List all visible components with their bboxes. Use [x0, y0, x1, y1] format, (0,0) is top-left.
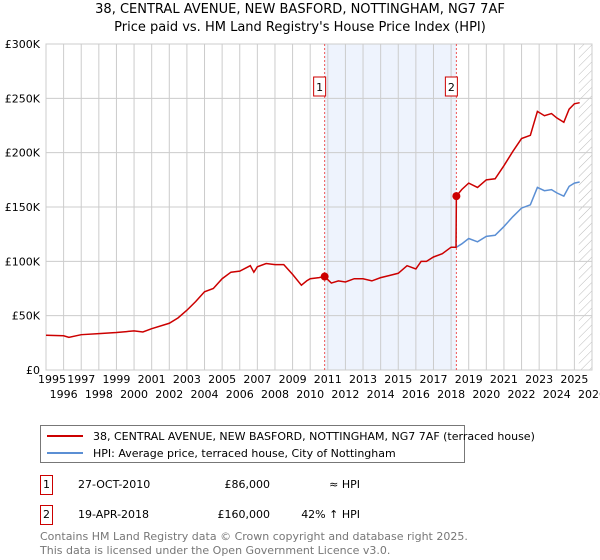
- sale-marker: 1: [40, 475, 53, 495]
- sale-point: [320, 272, 329, 281]
- x-tick-label: 2008: [261, 388, 289, 401]
- series-line-hpi: [455, 181, 580, 248]
- x-tick-label: 1999: [102, 373, 130, 386]
- x-tick-label: 2005: [208, 373, 236, 386]
- x-tick-label: 2023: [525, 373, 553, 386]
- x-tick-label: 2007: [243, 373, 271, 386]
- x-tick-label: 1997: [67, 373, 95, 386]
- sale-row-1: 1 27-OCT-2010 £86,000 ≈ HPI: [40, 475, 600, 495]
- x-tick-label: 2003: [173, 373, 201, 386]
- x-tick-label: 2026: [578, 388, 600, 401]
- legend-label-property: 38, CENTRAL AVENUE, NEW BASFORD, NOTTING…: [93, 429, 535, 443]
- plot-area: 1995 1996 1997 1998 1999 2000 2001 2002 2003 2004…: [5, 38, 600, 401]
- sale-hpi: ≈ HPI: [329, 478, 360, 491]
- x-tick-label: 2011: [314, 373, 342, 386]
- x-tick-label: 2019: [455, 373, 483, 386]
- sale-date: 19-APR-2018: [78, 508, 150, 521]
- sale-marker-box: [444, 76, 458, 97]
- sale-marker: 2: [40, 505, 53, 525]
- y-tick-label: £100K: [5, 255, 41, 268]
- x-tick-label: 2020: [472, 388, 500, 401]
- x-tick-label: 1998: [85, 388, 113, 401]
- x-tick-label: 2010: [296, 388, 324, 401]
- x-tick-label: 2021: [490, 373, 518, 386]
- x-tick-label: 2024: [543, 388, 571, 401]
- legend-swatch-hpi: [47, 452, 83, 454]
- sale-price: £160,000: [217, 508, 271, 521]
- y-tick-label: £200K: [5, 147, 41, 160]
- chart-title: 38, CENTRAL AVENUE, NEW BASFORD, NOTTING…: [95, 2, 505, 17]
- sale-hpi: 42% ↑ HPI: [301, 508, 360, 521]
- legend-label-hpi: HPI: Average price, terraced house, City…: [93, 446, 396, 460]
- x-tick-label: 2018: [437, 388, 465, 401]
- x-tick-label: 1996: [50, 388, 78, 401]
- x-tick-label: 2000: [120, 388, 148, 401]
- legend: 38, CENTRAL AVENUE, NEW BASFORD, NOTTING…: [40, 425, 535, 463]
- footer-copyright: Contains HM Land Registry data © Crown c…: [40, 530, 468, 543]
- sale-date: 27-OCT-2010: [78, 478, 151, 491]
- x-tick-label: 2006: [226, 388, 254, 401]
- x-tick-label: 1995: [38, 373, 66, 386]
- x-tick-label: 2016: [402, 388, 430, 401]
- sale-price: £86,000: [224, 478, 271, 491]
- sale-row-2: 2 19-APR-2018 £160,000 42% ↑ HPI: [40, 505, 600, 525]
- sale-marker-label: 1: [316, 81, 323, 94]
- x-tick-label: 2025: [560, 373, 588, 386]
- x-tick-label: 2015: [384, 373, 412, 386]
- x-tick-label: 2001: [138, 373, 166, 386]
- x-tick-label: 2017: [419, 373, 447, 386]
- chart-subtitle: Price paid vs. HM Land Registry's House …: [114, 20, 486, 35]
- y-tick-label: £0: [26, 364, 40, 377]
- sale-point: [452, 192, 461, 201]
- x-tick-label: 2012: [331, 388, 359, 401]
- y-tick-label: £250K: [5, 92, 41, 105]
- x-tick-label: 2009: [279, 373, 307, 386]
- x-tick-label: 2002: [155, 388, 183, 401]
- plot-border: [45, 43, 593, 371]
- x-tick-label: 2022: [508, 388, 536, 401]
- y-tick-label: £300K: [5, 38, 41, 51]
- x-tick-label: 2004: [191, 388, 219, 401]
- y-tick-label: £150K: [5, 201, 41, 214]
- footer-licence: This data is licensed under the Open Gov…: [40, 544, 391, 557]
- series-line-property: [45, 101, 580, 339]
- legend-swatch-property: [47, 435, 83, 437]
- sale-marker-label: 2: [448, 81, 455, 94]
- x-tick-label: 2013: [349, 373, 377, 386]
- y-tick-label: £50K: [12, 310, 41, 323]
- x-tick-label: 2014: [367, 388, 395, 401]
- sale-marker-box: [313, 76, 327, 97]
